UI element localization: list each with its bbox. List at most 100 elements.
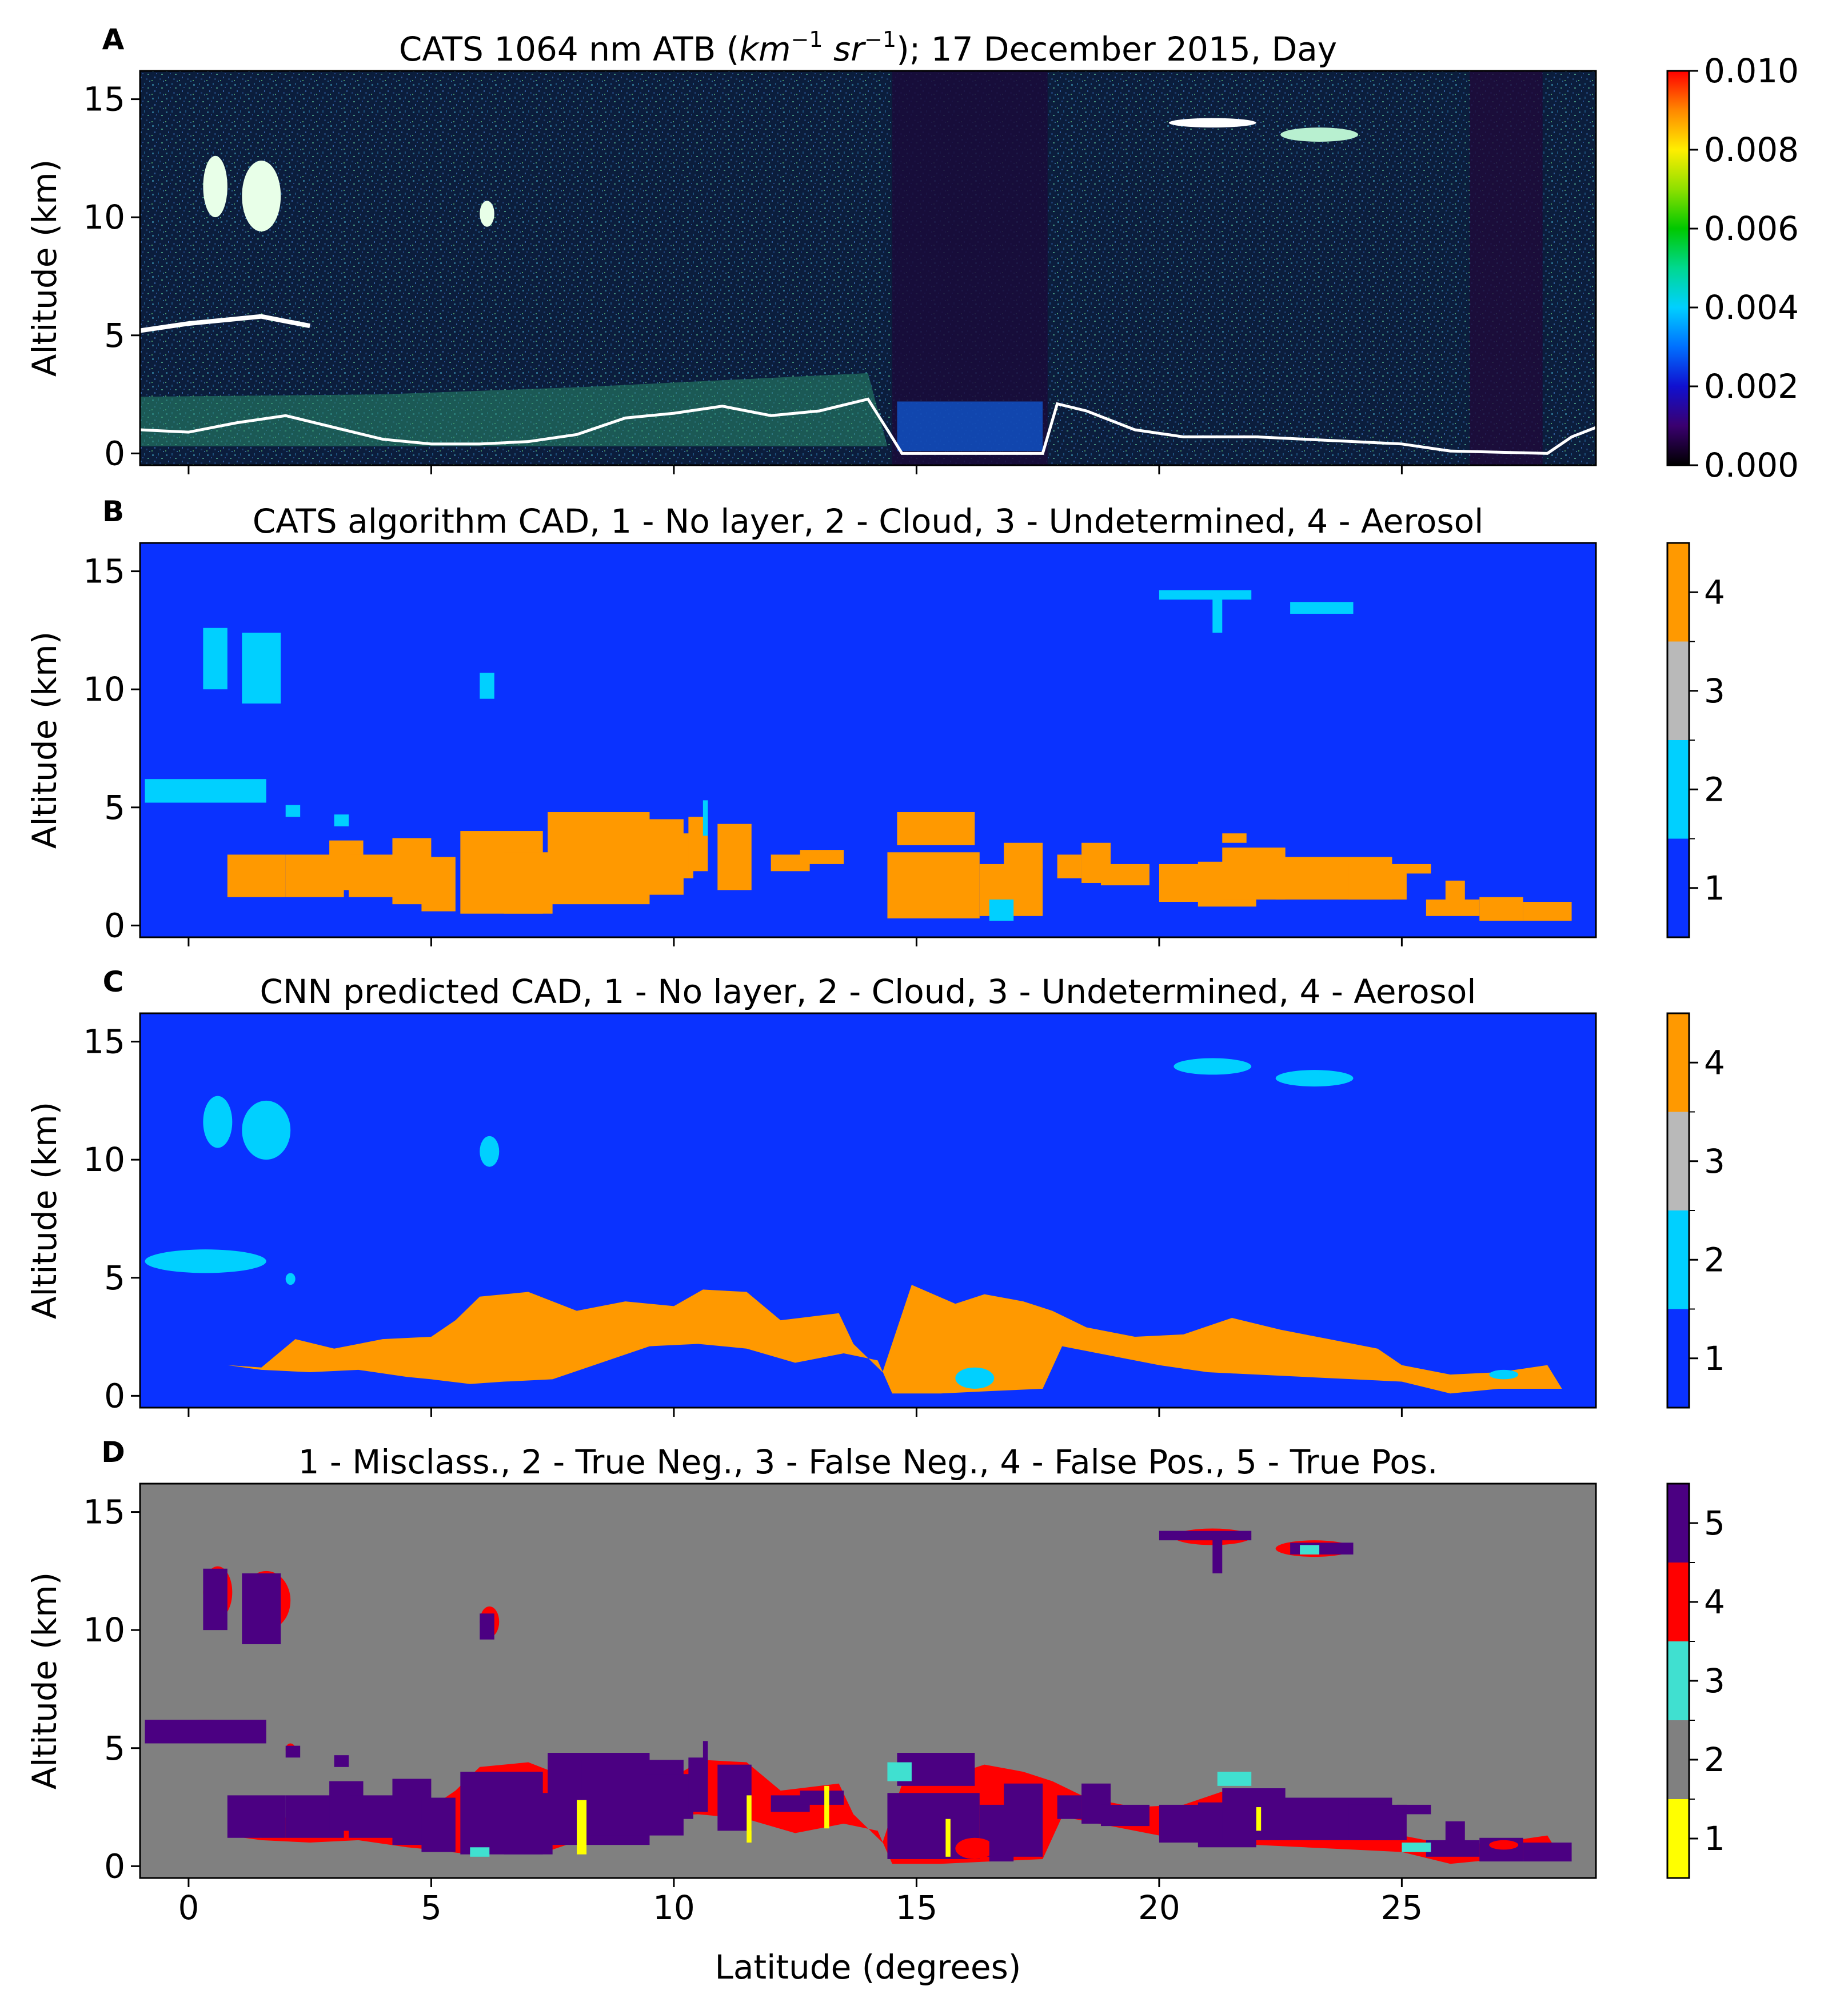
x-axis-label: Latitude (degrees) <box>715 1948 1021 1987</box>
aerosol-layer <box>717 824 752 890</box>
true-positive-region <box>227 1795 286 1838</box>
cloud-layer <box>1212 594 1223 633</box>
false-negative-region <box>1300 1545 1320 1555</box>
aerosol-layer <box>1479 897 1523 921</box>
colorbar-tick-label: 2 <box>1704 1240 1725 1279</box>
true-positive-region <box>203 1568 227 1631</box>
true-positive-region <box>644 1774 693 1819</box>
colorbar-segment <box>1667 1013 1689 1112</box>
colorbar-segment <box>1667 1484 1689 1563</box>
false-negative-region <box>887 1762 912 1781</box>
aerosol-layer <box>227 854 286 897</box>
y-tick-label: 15 <box>83 552 125 591</box>
cloud-signal <box>1168 118 1256 128</box>
colorbar-segment <box>1667 1641 1689 1720</box>
y-tick-label: 5 <box>104 1258 125 1297</box>
colorbar-frame <box>1666 542 1690 938</box>
misclassified-region <box>945 1819 951 1857</box>
cloud-layer <box>203 1096 233 1148</box>
colorbar-tick-label: 4 <box>1704 1043 1725 1082</box>
panel-letter: B <box>102 495 124 528</box>
y-tick-label: 0 <box>104 1376 125 1415</box>
misclassified-region <box>824 1785 829 1829</box>
cloud-layer <box>1275 1070 1354 1087</box>
colorbar-tick-label: 4 <box>1704 1583 1725 1621</box>
colorbar-tick-label: 5 <box>1704 1504 1725 1543</box>
y-tick-label: 5 <box>104 316 125 355</box>
cloud-layer <box>989 899 1014 921</box>
true-positive-region <box>1159 1531 1252 1541</box>
aerosol-layer <box>644 833 693 878</box>
colorbar-segment <box>1667 740 1689 839</box>
y-axis-label: Altitude (km) <box>25 1102 64 1319</box>
y-axis-label: Altitude (km) <box>25 159 64 377</box>
colorbar-segment <box>1667 1210 1689 1309</box>
dark-band <box>892 71 1048 465</box>
aerosol-layer <box>887 852 980 918</box>
true-positive-region <box>1057 1795 1082 1819</box>
colorbar-segment <box>1667 641 1689 740</box>
misclassified-region <box>577 1800 587 1855</box>
boundary-layer-signal <box>897 401 1043 451</box>
x-tick-label: 20 <box>1138 1888 1180 1927</box>
panel-title: CATS 1064 nm ATB (km−1 sr−1); 17 Decembe… <box>399 27 1337 69</box>
true-positive-region <box>989 1840 1014 1862</box>
y-tick-label: 15 <box>83 1493 125 1532</box>
plot-frame <box>139 70 1597 466</box>
false-positive-region <box>1489 1840 1519 1850</box>
colorbar-tick-label: 2 <box>1704 770 1725 809</box>
true-positive-region <box>1426 1840 1480 1857</box>
colorbar-tick-label: 1 <box>1704 1339 1725 1378</box>
colorbar-segment <box>1667 838 1689 937</box>
cloud-layer <box>285 1273 296 1285</box>
colorbar-tick-label: 1 <box>1704 869 1725 908</box>
plot-area <box>145 590 1572 921</box>
x-tick-label: 5 <box>421 1888 442 1927</box>
colorbar: 0.000 0.002 0.004 0.006 0.008 0.010 <box>1666 51 1799 485</box>
colorbar-segment <box>1667 1563 1689 1641</box>
cloud-layer <box>1174 1058 1252 1075</box>
cloud-signal <box>140 314 310 333</box>
dark-band <box>1470 71 1543 465</box>
panel-letter: D <box>101 1436 125 1469</box>
cloud-layer <box>242 633 281 704</box>
cloud-signal <box>480 201 494 227</box>
true-positive-region <box>421 1797 456 1852</box>
y-tick-label: 10 <box>83 198 125 237</box>
aerosol-layer <box>421 857 456 912</box>
panel-letter: A <box>102 23 125 56</box>
colorbar: 1 2 3 4 <box>1666 542 1725 938</box>
colorbar-tick-label: 0.004 <box>1704 288 1799 327</box>
aerosol-layer <box>504 852 553 914</box>
true-positive-region <box>242 1573 281 1644</box>
cloud-layer <box>1489 1369 1519 1380</box>
false-negative-region <box>1402 1843 1431 1852</box>
cloud-signal <box>1280 127 1358 142</box>
colorbar-tick-label: 3 <box>1704 1661 1725 1700</box>
aerosol-layer <box>1523 902 1572 921</box>
panel-title: 1 - Misclass., 2 - True Neg., 3 - False … <box>298 1442 1438 1481</box>
true-positive-region <box>1523 1843 1572 1862</box>
plot-area <box>145 1058 1562 1394</box>
true-positive-region <box>1445 1821 1465 1843</box>
colorbar-tick-label: 0.002 <box>1704 367 1799 406</box>
colorbar-segment <box>1667 543 1689 642</box>
true-positive-region <box>1222 1788 1286 1840</box>
plot-area <box>145 1528 1572 1864</box>
aerosol-layer <box>1057 854 1082 878</box>
colorbar-segment <box>1667 1799 1689 1878</box>
aerosol-layer <box>897 812 975 845</box>
true-positive-region <box>480 1613 494 1640</box>
x-tick-label: 10 <box>653 1888 695 1927</box>
colorbar-tick-label: 0.000 <box>1704 446 1799 485</box>
aerosol-layer <box>800 850 844 864</box>
aerosol-layer <box>1222 847 1286 900</box>
panel-letter: C <box>103 965 124 998</box>
colorbar-tick-label: 0.010 <box>1704 51 1799 90</box>
colorbar-tick-label: 4 <box>1704 573 1725 612</box>
cloud-layer <box>203 628 227 690</box>
misclassified-region <box>1256 1807 1262 1831</box>
cloud-layer <box>145 779 266 803</box>
